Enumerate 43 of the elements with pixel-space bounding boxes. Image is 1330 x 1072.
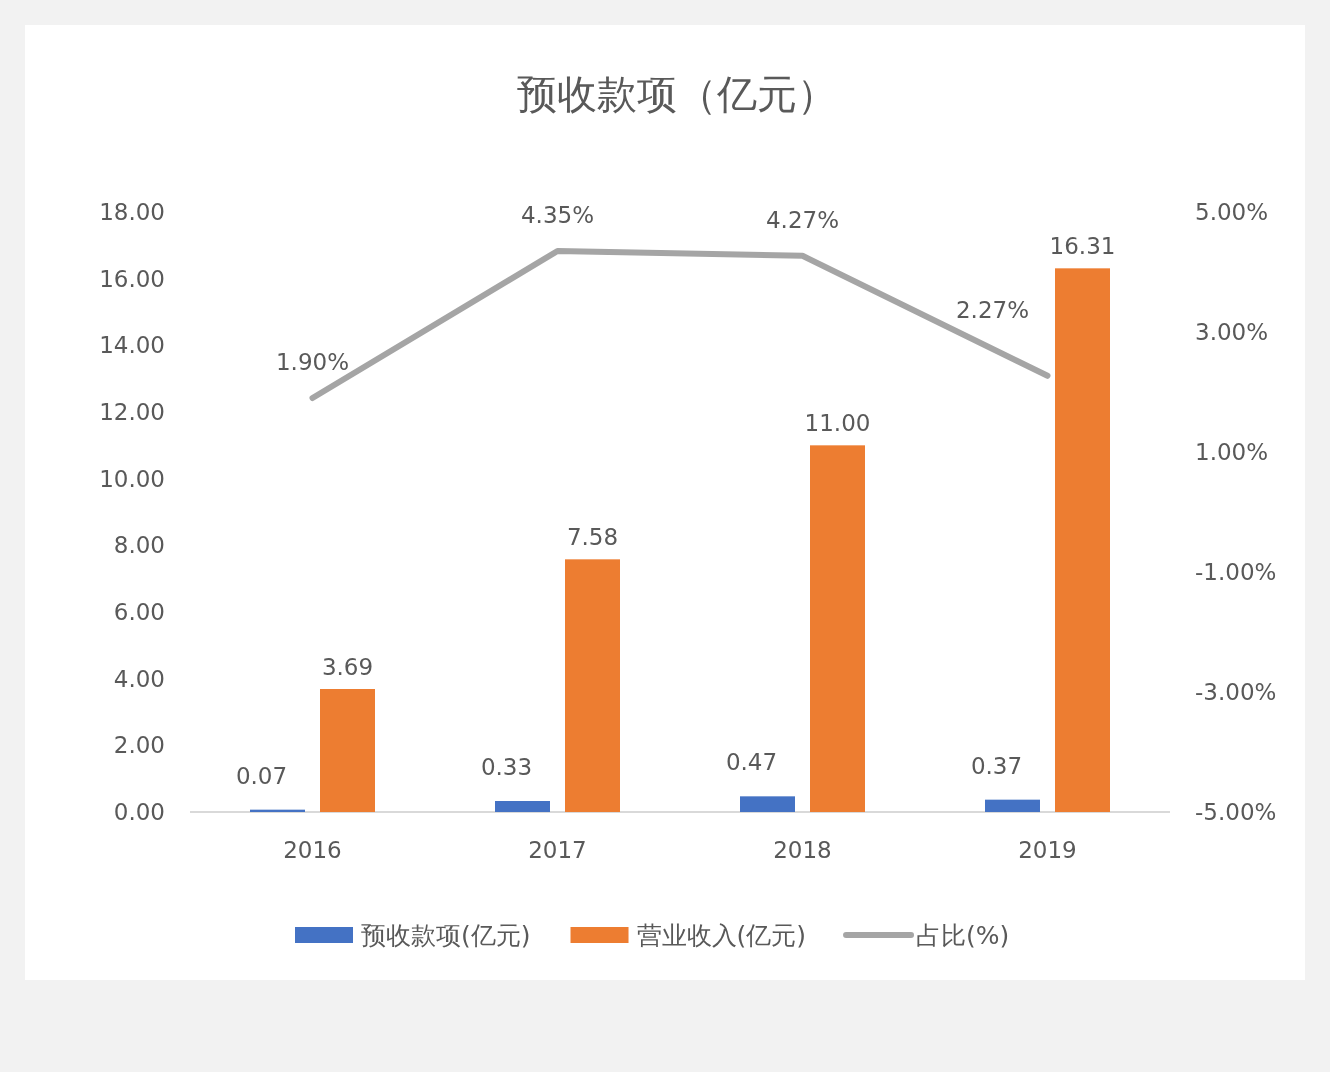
legend-label: 预收款项(亿元) (361, 921, 531, 950)
bar (810, 445, 865, 812)
y-tick-label: 18.00 (99, 199, 165, 225)
y-tick-label: 16.00 (99, 265, 165, 292)
x-tick-label: 2017 (528, 837, 587, 863)
data-label: 1.90% (275, 349, 350, 375)
y-tick-label: 8.00 (113, 532, 165, 559)
bar (495, 801, 550, 812)
x-tick-label: 2016 (283, 837, 342, 863)
y2-tick-label: -3.00% (1195, 679, 1277, 705)
y2-tick-label: 5.00% (1195, 199, 1269, 225)
y2-tick-label: 3.00% (1195, 319, 1269, 345)
y-tick-label: 10.00 (99, 465, 165, 492)
y-tick-label: 2.00 (113, 732, 165, 759)
chart-title: 预收款项（亿元） (517, 71, 837, 117)
x-tick-label: 2019 (1018, 837, 1077, 863)
y-tick-label: 14.00 (99, 332, 165, 359)
data-label: 0.07 (235, 762, 288, 789)
y2-tick-label: -5.00% (1195, 799, 1277, 825)
y2-tick-label: 1.00% (1195, 439, 1269, 465)
bar (740, 796, 795, 812)
data-label: 7.58 (566, 524, 619, 551)
bar (320, 689, 375, 812)
y2-tick-label: -1.00% (1195, 559, 1277, 585)
data-label: 11.00 (804, 410, 871, 437)
bar (985, 799, 1040, 812)
y-tick-label: 6.00 (113, 599, 165, 625)
data-label: 0.37 (970, 752, 1023, 779)
y-tick-label: 0.00 (113, 799, 165, 825)
data-label: 3.69 (321, 654, 374, 680)
data-label: 4.35% (520, 202, 595, 228)
y-tick-label: 4.00 (113, 665, 165, 692)
legend-label: 营业收入(亿元) (636, 921, 807, 950)
bar (565, 559, 620, 812)
data-label: 16.31 (1049, 233, 1116, 260)
x-tick-label: 2018 (773, 837, 832, 863)
y-tick-label: 12.00 (99, 399, 165, 425)
data-label: 0.47 (725, 749, 778, 776)
data-label: 4.27% (765, 206, 840, 233)
bar (1055, 268, 1110, 812)
data-label: 0.33 (480, 754, 533, 780)
legend-label: 占比(%) (916, 921, 1010, 950)
data-label: 2.27% (955, 296, 1030, 323)
